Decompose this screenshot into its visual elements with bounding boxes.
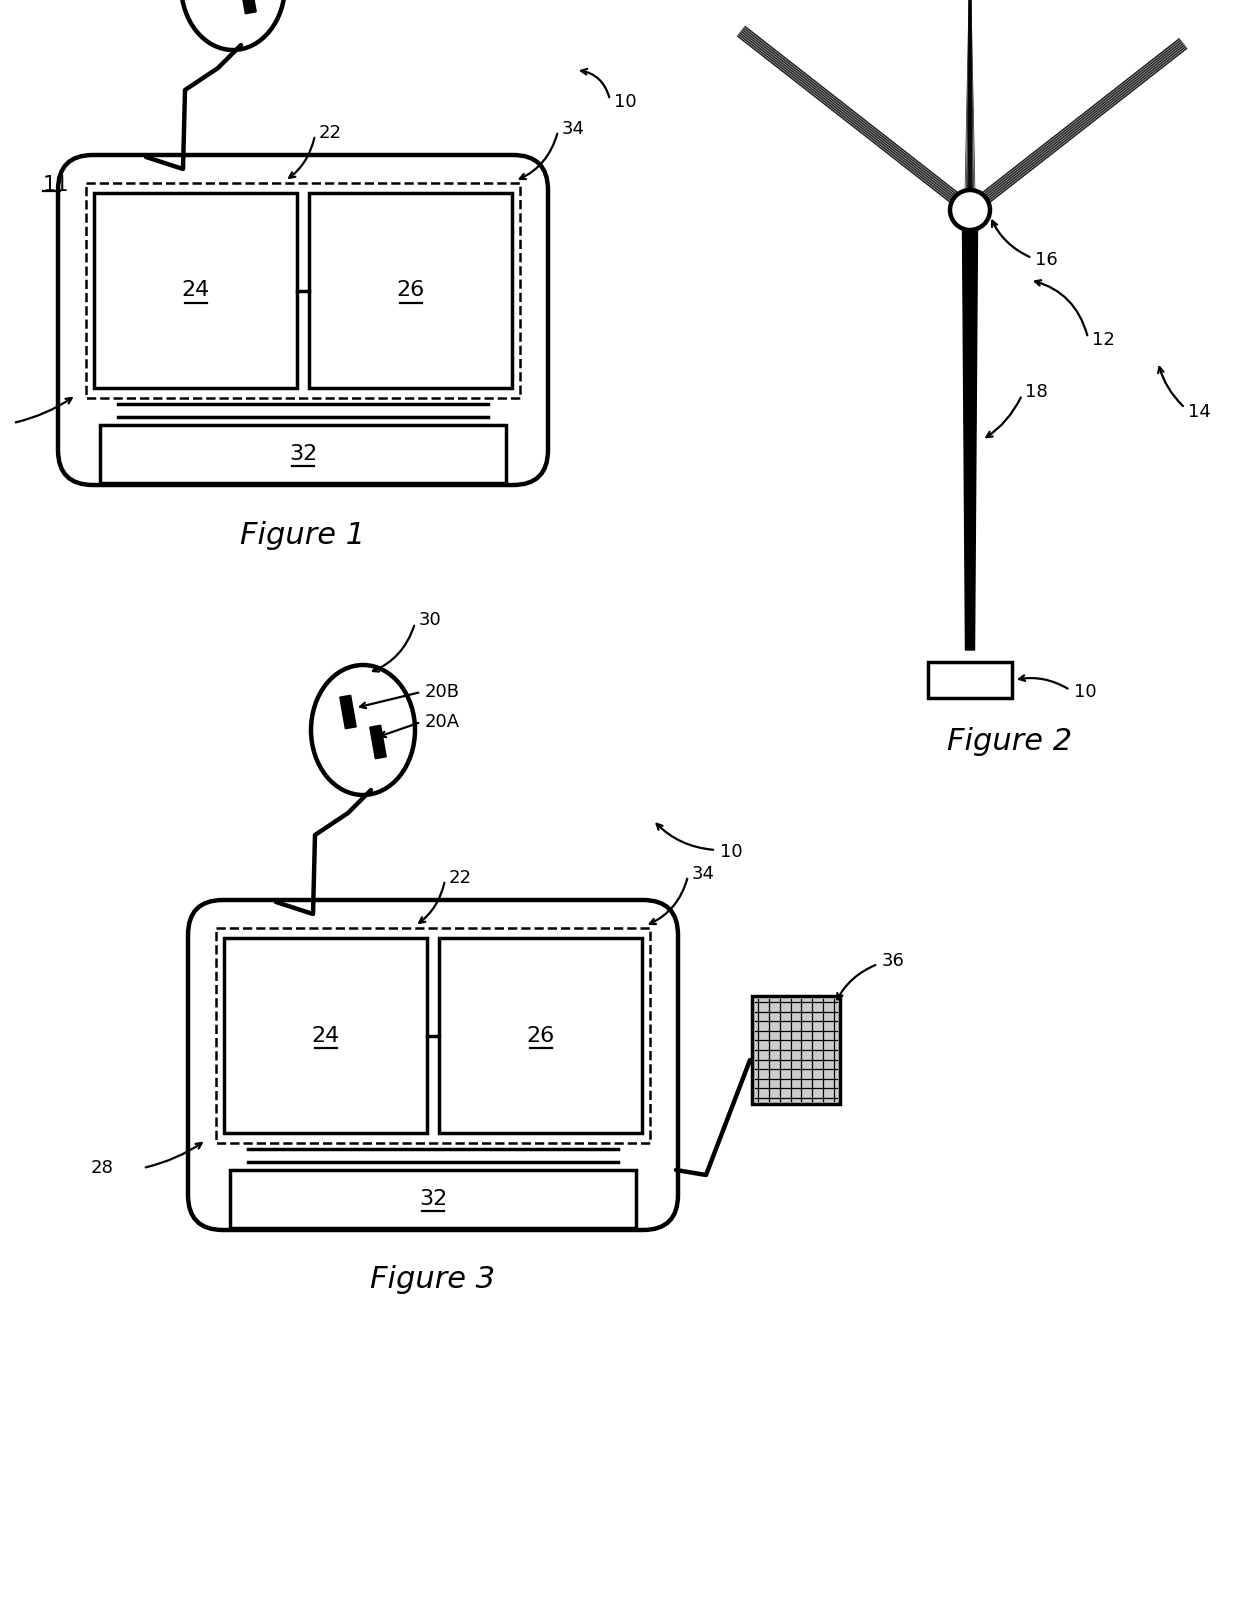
Bar (751, 995, 839, 1104)
Text: 28: 28 (91, 1159, 113, 1176)
FancyBboxPatch shape (216, 928, 650, 1143)
Text: Figure 3: Figure 3 (371, 1265, 496, 1294)
FancyBboxPatch shape (86, 183, 520, 398)
Text: 32: 32 (419, 1189, 448, 1209)
Text: 18: 18 (1025, 383, 1048, 401)
Text: 22: 22 (449, 869, 472, 887)
Text: 20B: 20B (425, 684, 460, 701)
Text: 14: 14 (1188, 402, 1211, 422)
Text: 16: 16 (1035, 250, 1058, 268)
Text: 24: 24 (181, 281, 210, 301)
Text: 11: 11 (43, 175, 69, 196)
Polygon shape (239, 0, 257, 13)
Text: 22: 22 (319, 124, 342, 142)
Text: 12: 12 (1092, 331, 1115, 349)
Bar (439, 937, 642, 1133)
FancyBboxPatch shape (58, 155, 548, 485)
Bar (224, 937, 427, 1133)
Polygon shape (370, 726, 386, 758)
Text: 32: 32 (289, 444, 317, 464)
Text: 26: 26 (526, 1026, 554, 1046)
Text: 10: 10 (614, 94, 636, 112)
Ellipse shape (181, 0, 285, 50)
Text: Figure 2: Figure 2 (947, 727, 1073, 756)
Bar (309, 192, 512, 388)
Text: 30: 30 (419, 611, 441, 629)
Bar (928, 663, 1012, 698)
Text: 34: 34 (692, 865, 715, 882)
Circle shape (950, 191, 990, 229)
Text: 10: 10 (720, 844, 743, 861)
Text: 10: 10 (1074, 684, 1096, 701)
Polygon shape (962, 228, 977, 650)
Text: 20A: 20A (425, 713, 460, 730)
Ellipse shape (311, 666, 415, 795)
Text: 24: 24 (311, 1026, 340, 1046)
FancyBboxPatch shape (188, 900, 678, 1230)
Bar (229, 1170, 636, 1228)
Bar (100, 425, 506, 483)
Polygon shape (340, 695, 356, 729)
Bar (94, 192, 298, 388)
Text: Figure 1: Figure 1 (241, 520, 366, 549)
Text: 34: 34 (562, 120, 585, 137)
Text: 26: 26 (397, 281, 424, 301)
Text: 36: 36 (882, 952, 905, 970)
